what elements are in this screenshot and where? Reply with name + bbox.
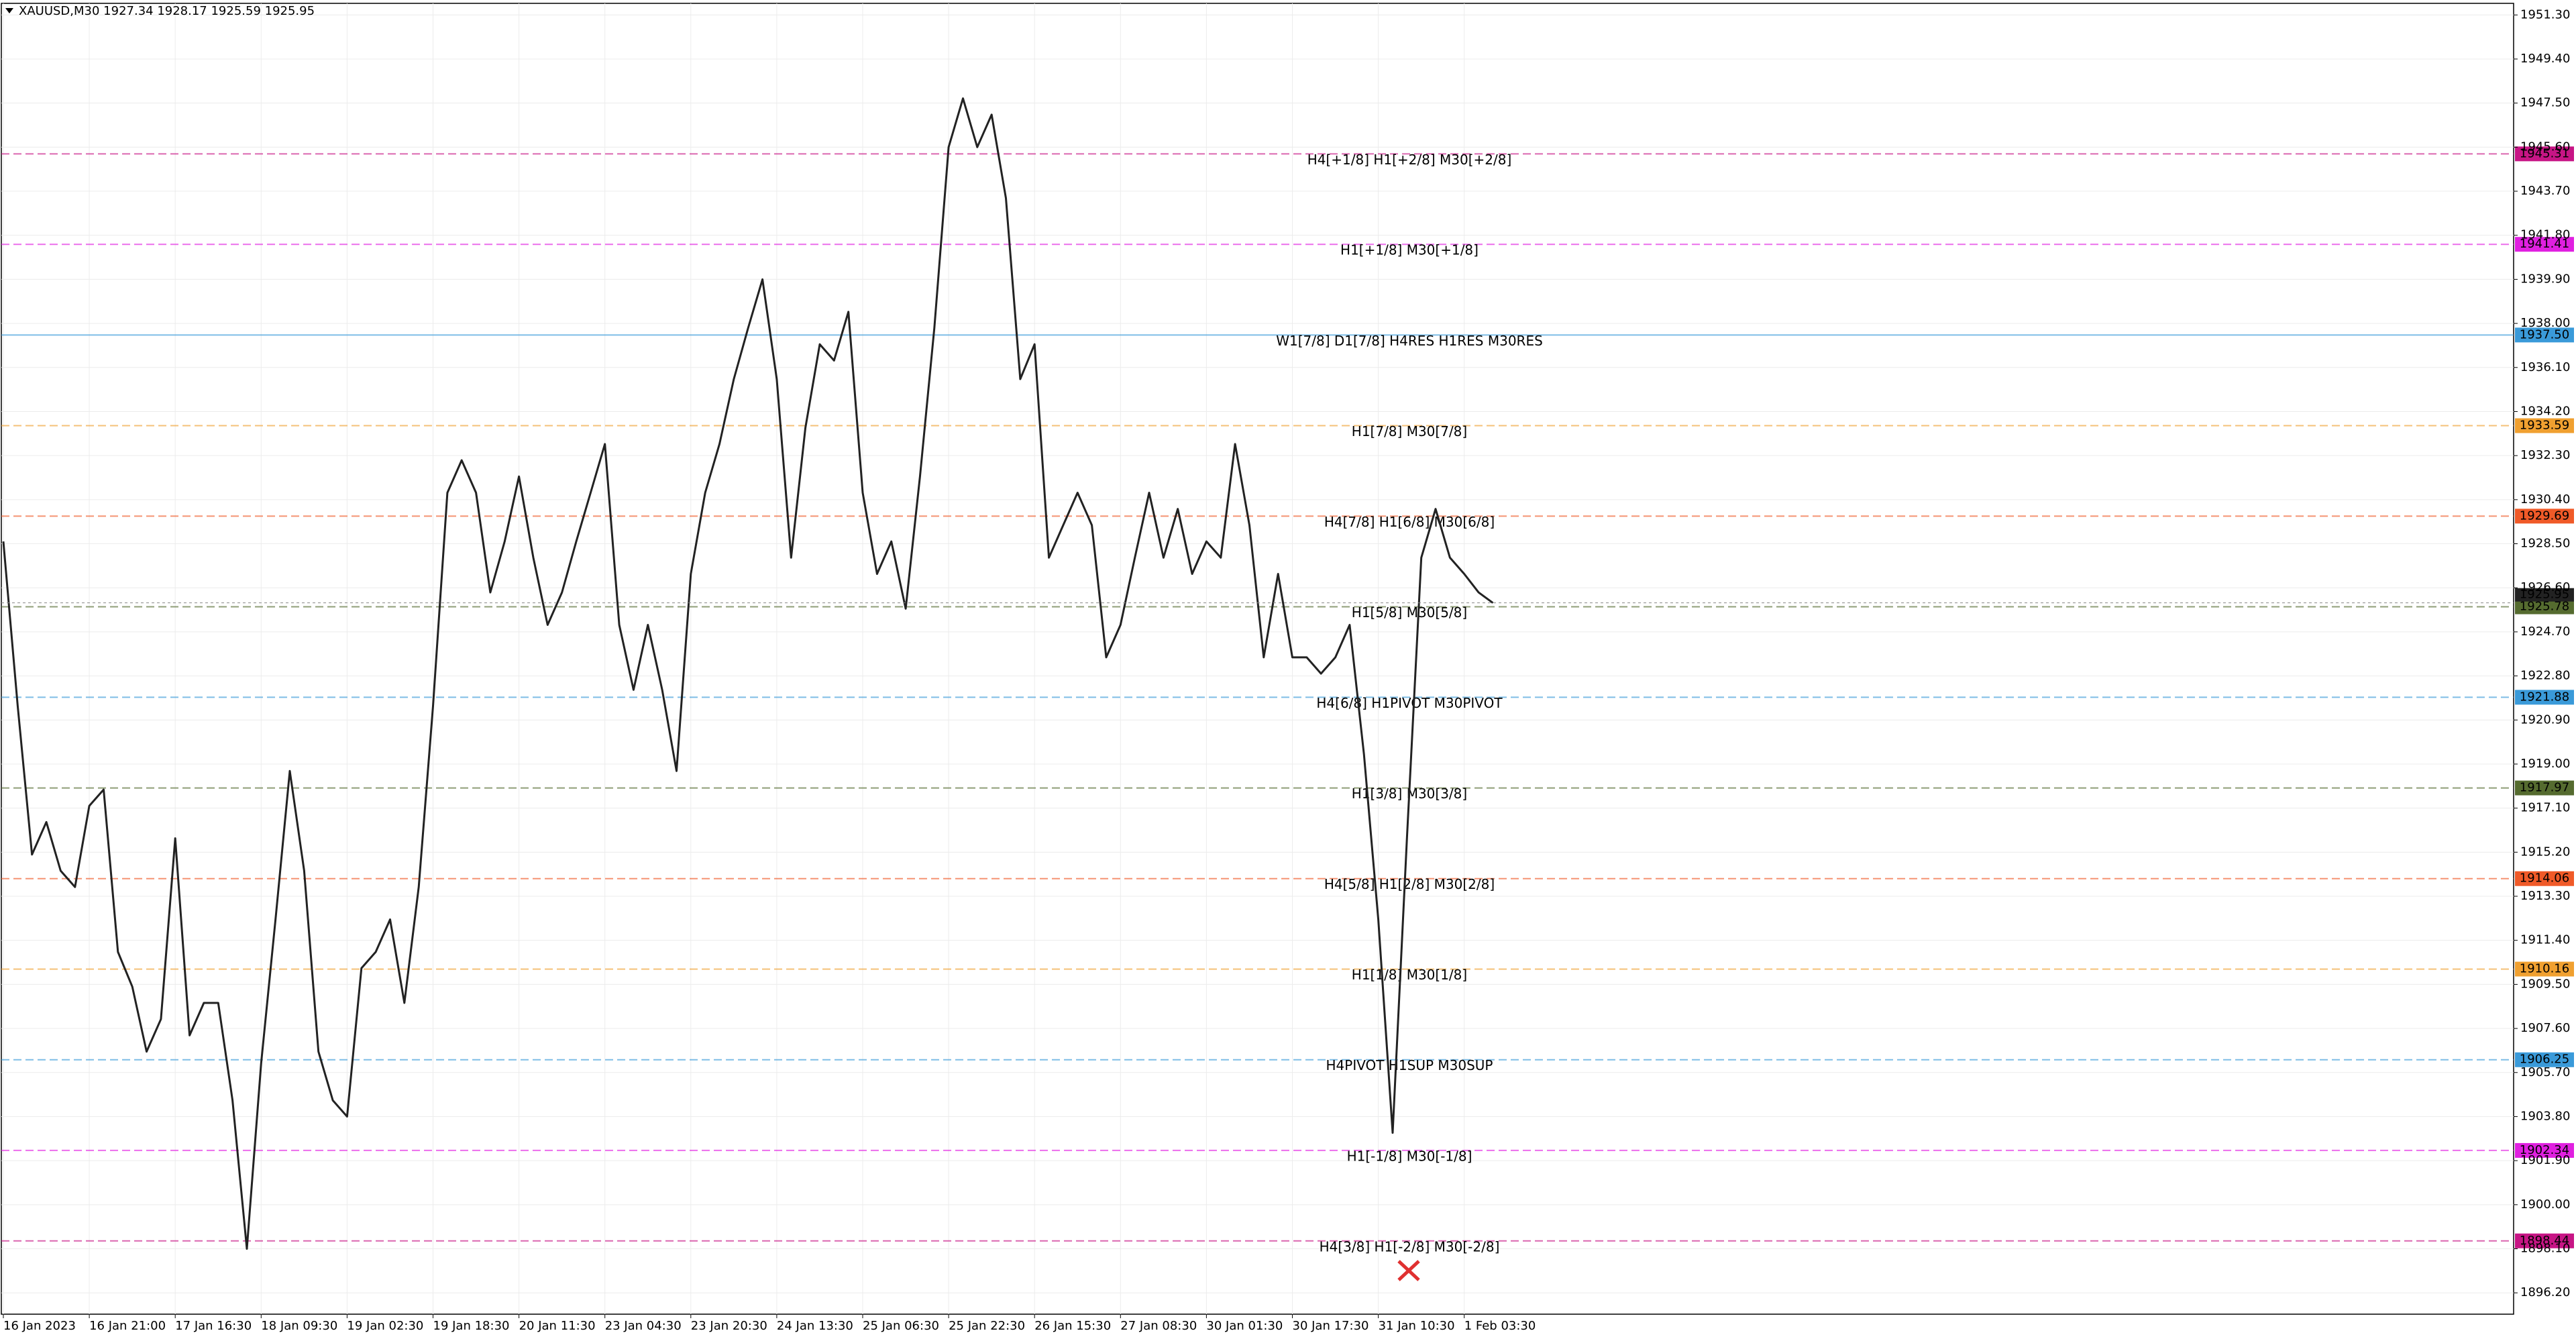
price-tag (2515, 327, 2574, 343)
y-tick-label: 1947.50 (2520, 96, 2570, 110)
y-tick-label: 1932.30 (2520, 448, 2570, 462)
x-tick-label: 1 Feb 03:30 (1464, 1319, 1536, 1333)
series: 1925.95 (1, 97, 2574, 1250)
x-tick-label: 23 Jan 04:30 (605, 1319, 682, 1333)
y-tick-label: 1949.40 (2520, 52, 2570, 66)
price-tag (2515, 237, 2574, 252)
y-tick-label: 1917.10 (2520, 801, 2570, 815)
y-tick-label: 1941.80 (2520, 228, 2570, 242)
level-label: H4[+1/8] H1[+2/8] M30[+2/8] (1307, 152, 1512, 168)
y-tick-label: 1905.70 (2520, 1065, 2570, 1079)
y-tick-label: 1920.90 (2520, 712, 2570, 727)
price-tag (2515, 1233, 2574, 1248)
y-tick-label: 1939.90 (2520, 272, 2570, 286)
x-tick-label: 26 Jan 15:30 (1034, 1319, 1111, 1333)
x-tick-label: 25 Jan 22:30 (949, 1319, 1025, 1333)
price-tag (2515, 690, 2574, 705)
y-tick-label: 1901.90 (2520, 1153, 2570, 1167)
price-tag-label: 1945.31 (2520, 146, 2569, 160)
x-tick-label: 30 Jan 01:30 (1206, 1319, 1283, 1333)
last-price-tag (2515, 588, 2574, 602)
x-tick-label: 16 Jan 2023 (3, 1319, 76, 1333)
y-tick-label: 1922.80 (2520, 669, 2570, 683)
price-tag (2515, 961, 2574, 977)
y-tick-label: 1928.50 (2520, 537, 2570, 551)
chart-title: XAUUSD,M30 1927.34 1928.17 1925.59 1925.… (19, 4, 315, 18)
price-tag-label: 1902.34 (2520, 1143, 2569, 1157)
price-tag-label: 1941.41 (2520, 237, 2569, 251)
plot-frame (1, 3, 2514, 1315)
x-tick-label: 18 Jan 09:30 (261, 1319, 337, 1333)
price-tag (2515, 1052, 2574, 1067)
y-tick-label: 1951.30 (2520, 7, 2570, 21)
y-tick-label: 1909.50 (2520, 977, 2570, 991)
price-tag-label: 1898.44 (2520, 1234, 2569, 1248)
axes: 1951.30 1949.40 1947.50 1945.60 1943.70 1941.… (3, 7, 2570, 1333)
price-tag (2515, 1142, 2574, 1158)
price-tag-label: 1921.88 (2520, 690, 2569, 704)
x-tick-label: 24 Jan 13:30 (777, 1319, 853, 1333)
price-tag-label: 1925.78 (2520, 600, 2569, 614)
y-tick-label: 1911.40 (2520, 933, 2570, 947)
x-tick-label: 20 Jan 11:30 (519, 1319, 596, 1333)
level-label: H4PIVOT H1SUP M30SUP (1326, 1057, 1493, 1073)
price-tag-label: 1910.16 (2520, 962, 2569, 976)
x-tick-label: 23 Jan 20:30 (691, 1319, 767, 1333)
y-tick-label: 1926.60 (2520, 580, 2570, 594)
price-tag (2515, 418, 2574, 433)
price-tag-label: 1937.50 (2520, 327, 2569, 341)
y-tick-label: 1907.60 (2520, 1021, 2570, 1035)
y-tick-label: 1930.40 (2520, 492, 2570, 506)
last-price-label: 1925.95 (2520, 588, 2569, 602)
menu-arrow (5, 8, 13, 13)
x-tick-label: 25 Jan 06:30 (863, 1319, 939, 1333)
y-tick-label: 1913.30 (2520, 889, 2570, 903)
y-tick-label: 1919.00 (2520, 757, 2570, 771)
y-tick-label: 1934.20 (2520, 404, 2570, 418)
price-line (2, 97, 1494, 1250)
y-tick-label: 1943.70 (2520, 184, 2570, 198)
x-tick-label: 16 Jan 21:00 (89, 1319, 166, 1333)
price-tag-label: 1914.06 (2520, 871, 2569, 886)
y-tick-label: 1898.10 (2520, 1242, 2570, 1256)
price-tag-label: 1933.59 (2520, 419, 2569, 433)
price-tag-label: 1906.25 (2520, 1053, 2569, 1067)
y-tick-label: 1945.60 (2520, 140, 2570, 154)
x-tick-label: 31 Jan 10:30 (1379, 1319, 1455, 1333)
price-tag-label: 1917.97 (2520, 781, 2569, 795)
x-tick-label: 27 Jan 08:30 (1120, 1319, 1197, 1333)
price-tag-label: 1929.69 (2520, 508, 2569, 523)
price-tag (2515, 599, 2574, 614)
x-tick-label: 19 Jan 18:30 (433, 1319, 510, 1333)
level-label: H1[-1/8] M30[-1/8] (1347, 1148, 1472, 1164)
y-tick-label: 1924.70 (2520, 625, 2570, 639)
y-tick-label: 1896.20 (2520, 1285, 2570, 1299)
price-tag (2515, 871, 2574, 886)
level-label: W1[7/8] D1[7/8] H4RES H1RES M30RES (1276, 333, 1543, 349)
level-label: H4[7/8] H1[6/8] M30[6/8] (1324, 514, 1495, 530)
y-tick-label: 1900.00 (2520, 1197, 2570, 1212)
y-tick-label: 1915.20 (2520, 845, 2570, 859)
level-label: H4[5/8] H1[2/8] M30[2/8] (1324, 876, 1495, 892)
price-tag (2515, 146, 2574, 162)
price-tag (2515, 780, 2574, 796)
level-label: H1[7/8] M30[7/8] (1352, 423, 1467, 439)
y-tick-label: 1936.10 (2520, 360, 2570, 374)
x-tick-label: 17 Jan 16:30 (175, 1319, 252, 1333)
level-label: H4[3/8] H1[-2/8] M30[-2/8] (1320, 1238, 1500, 1254)
y-tick-label: 1903.80 (2520, 1109, 2570, 1123)
price-tag (2515, 508, 2574, 524)
level-label: H4[6/8] H1PIVOT M30PIVOT (1316, 695, 1503, 711)
level-label: H1[5/8] M30[5/8] (1352, 604, 1467, 621)
level-label: H1[1/8] M30[1/8] (1352, 967, 1467, 983)
y-tick-label: 1938.00 (2520, 316, 2570, 330)
level-label: H1[+1/8] M30[+1/8] (1340, 242, 1479, 258)
x-tick-label: 19 Jan 02:30 (347, 1319, 423, 1333)
x-tick-label: 30 Jan 17:30 (1293, 1319, 1369, 1333)
grid (1, 3, 2514, 1314)
close-marker (1397, 1260, 1420, 1281)
